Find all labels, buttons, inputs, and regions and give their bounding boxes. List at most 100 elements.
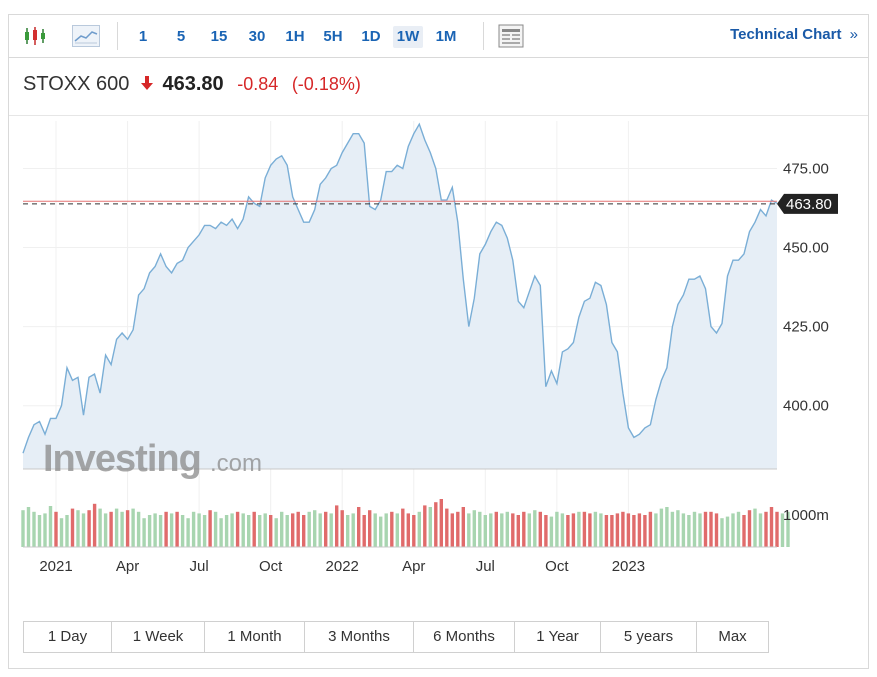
volume-bar-17: [114, 508, 119, 547]
volume-bar-91: [522, 511, 526, 547]
timeframe-1d-button[interactable]: 1D: [361, 28, 381, 45]
volume-bar-137: [775, 511, 779, 547]
last-price-tag: [777, 193, 838, 214]
volume-bar-133: [753, 508, 757, 547]
volume-bar-8: [65, 515, 69, 547]
technical-chart-link[interactable]: Technical Chart »: [730, 26, 858, 43]
range-1-day-button[interactable]: 1 Day: [24, 622, 112, 652]
volume-bar-138: [780, 513, 785, 547]
volume-bar-10: [76, 510, 80, 547]
volume-bar-78: [450, 513, 454, 547]
timeframe-1-button[interactable]: 1: [138, 28, 148, 45]
last-price-tag-label: 463.80: [786, 196, 832, 213]
timeframe-1m-button[interactable]: 1M: [435, 28, 457, 45]
timeframe-5h-button[interactable]: 5H: [323, 28, 343, 45]
volume-bar-35: [213, 511, 218, 547]
volume-bar-61: [357, 507, 361, 547]
volume-bar-16: [109, 511, 113, 547]
volume-bar-135: [764, 511, 768, 547]
timeframe-30-button[interactable]: 30: [248, 28, 266, 45]
volume-bar-75: [434, 502, 438, 547]
volume-bar-69: [401, 508, 405, 547]
volume-bar-12: [87, 510, 91, 547]
volume-bar-77: [445, 508, 449, 547]
toolbar: 1 5 15 30 1H 5H 1D 1W 1M Technical Chart »: [9, 15, 868, 58]
range-max-button[interactable]: Max: [697, 622, 768, 652]
area-chart-icon[interactable]: [71, 24, 101, 48]
volume-bar-37: [224, 515, 229, 547]
volume-bar-28: [175, 511, 179, 547]
volume-bar-110: [626, 513, 631, 547]
volume-bar-84: [483, 515, 487, 547]
volume-bar-34: [208, 510, 212, 547]
price-change-percent: (-0.18%): [291, 74, 361, 94]
volume-bar-67: [390, 511, 394, 547]
volume-bar-1: [26, 507, 31, 547]
volume-bar-2: [32, 511, 36, 547]
volume-bar-132: [747, 510, 752, 547]
volume-bar-33: [202, 515, 207, 547]
volume-bar-56: [329, 513, 333, 547]
volume-bar-93: [533, 510, 537, 547]
volume-bar-0: [21, 510, 25, 547]
range-3-months-button[interactable]: 3 Months: [305, 622, 414, 652]
volume-bar-63: [368, 510, 372, 547]
x-tick-label-6: Jul: [476, 558, 495, 575]
volume-bar-94: [538, 511, 542, 547]
volume-bar-122: [692, 511, 697, 547]
volume-bar-106: [604, 515, 609, 547]
volume-bar-120: [681, 513, 686, 547]
volume-bar-130: [736, 511, 741, 547]
range-1-week-button[interactable]: 1 Week: [112, 622, 205, 652]
range-1-month-button[interactable]: 1 Month: [205, 622, 305, 652]
range-1-year-button[interactable]: 1 Year: [515, 622, 601, 652]
volume-bar-73: [423, 505, 427, 547]
volume-bar-79: [456, 511, 460, 547]
candlestick-icon[interactable]: [21, 24, 49, 48]
volume-bar-15: [103, 513, 108, 547]
price-change: -0.84: [237, 74, 279, 94]
volume-bar-89: [511, 513, 515, 547]
volume-bar-102: [582, 511, 587, 547]
range-5-years-button[interactable]: 5 years: [601, 622, 697, 652]
range-6-months-button[interactable]: 6 Months: [414, 622, 515, 652]
layout-icon[interactable]: [497, 24, 525, 48]
timeframe-5-button[interactable]: 5: [176, 28, 186, 45]
volume-bar-11: [81, 513, 86, 547]
volume-bar-87: [500, 513, 504, 547]
volume-bar-109: [621, 511, 625, 547]
volume-bar-66: [384, 513, 388, 547]
volume-bar-101: [577, 511, 581, 547]
timeframe-1w-button[interactable]: 1W: [393, 26, 423, 48]
volume-bar-52: [307, 511, 311, 547]
volume-bar-13: [92, 503, 97, 547]
volume-bar-70: [406, 513, 410, 547]
y-tick-label-1: 425.00: [783, 319, 829, 336]
volume-bar-53: [313, 510, 317, 547]
volume-bar-123: [698, 513, 702, 547]
volume-bar-76: [439, 499, 443, 547]
volume-bar-108: [615, 513, 620, 547]
volume-bar-86: [494, 511, 498, 547]
volume-bar-21: [136, 511, 141, 547]
volume-bar-72: [417, 511, 421, 547]
volume-bar-42: [252, 511, 256, 547]
volume-bar-119: [676, 510, 680, 547]
x-tick-label-8: 2023: [612, 558, 645, 575]
volume-bar-20: [131, 508, 135, 547]
volume-bar-125: [709, 511, 713, 547]
price-chart[interactable]: 400.00 425.00 450.00 475.00 463.80 Investing.…: [9, 15, 868, 605]
volume-bar-55: [324, 511, 328, 547]
volume-bar-74: [428, 507, 432, 547]
timeframe-15-button[interactable]: 15: [210, 28, 228, 45]
chart-widget: 1 5 15 30 1H 5H 1D 1W 1M Technical Chart » STOXX…: [8, 14, 869, 669]
quote-header: STOXX 600 463.80 -0.84 (-0.18%): [23, 73, 361, 96]
volume-bar-127: [720, 518, 724, 547]
range-selector: 1 Day 1 Week 1 Month 3 Months 6 Months 1 Year…: [23, 621, 769, 653]
volume-bar-62: [362, 515, 366, 547]
watermark-brand: Investing: [43, 438, 201, 480]
volume-bar-115: [654, 513, 658, 547]
volume-bar-134: [758, 513, 763, 547]
timeframe-1h-button[interactable]: 1H: [285, 28, 305, 45]
volume-bar-128: [725, 516, 730, 547]
